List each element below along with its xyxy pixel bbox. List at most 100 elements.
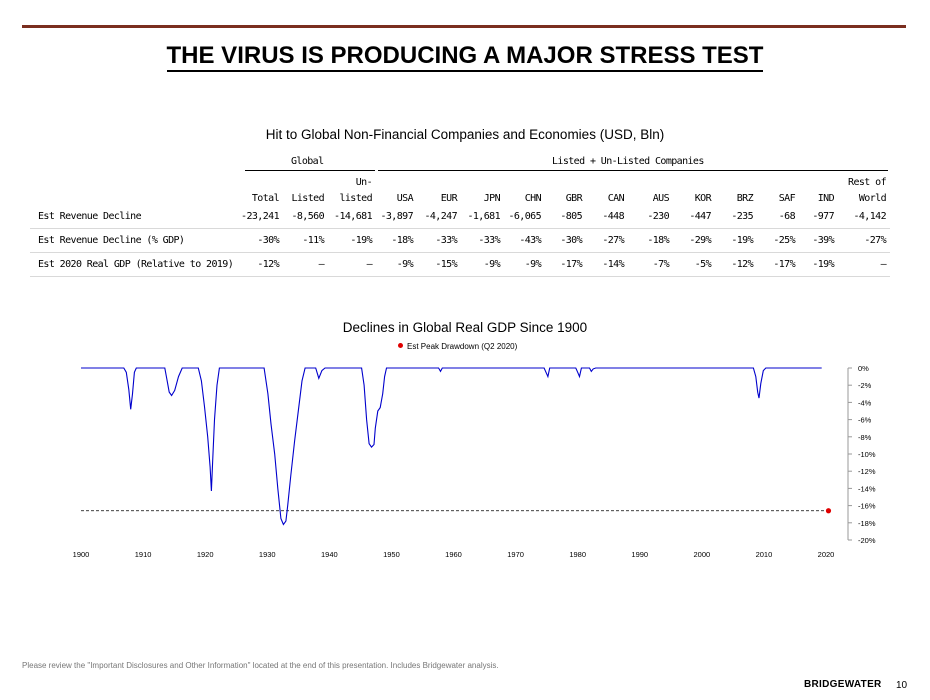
table-cell: -9% xyxy=(483,259,501,270)
column-header: listed xyxy=(339,193,372,204)
peak-drawdown-marker xyxy=(825,508,832,514)
table-cell: -43% xyxy=(519,235,541,246)
column-header-top: Rest of xyxy=(848,177,887,188)
chart-title: Declines in Global Real GDP Since 1900 xyxy=(342,320,588,335)
y-tick-label: -6% xyxy=(858,416,872,425)
table-cell: -448 xyxy=(602,211,624,222)
table-cell: -29% xyxy=(689,235,711,246)
y-tick-label: -16% xyxy=(858,502,876,511)
table-cell: -4,142 xyxy=(853,211,886,222)
table-cell: -33% xyxy=(478,235,500,246)
table-cell: -27% xyxy=(602,235,624,246)
column-header-top: Un- xyxy=(355,177,373,188)
column-header: AUS xyxy=(652,193,670,204)
legend-label: Est Peak Drawdown (Q2 2020) xyxy=(407,342,518,351)
table-cell: – xyxy=(366,259,373,270)
x-tick-label: 1940 xyxy=(321,550,338,559)
column-header: IND xyxy=(817,193,835,204)
table-cell: -8,560 xyxy=(291,211,324,222)
page-number: 10 xyxy=(896,680,908,691)
table-title: Hit to Global Non-Financial Companies an… xyxy=(265,127,665,142)
x-tick-label: 1920 xyxy=(197,550,214,559)
gdp-decline-line xyxy=(81,367,822,526)
y-tick-label: -8% xyxy=(858,433,872,442)
table-cell: -3,897 xyxy=(380,211,413,222)
column-header: BRZ xyxy=(736,193,754,204)
table-cell: -19% xyxy=(812,259,834,270)
x-tick-label: 1960 xyxy=(445,550,462,559)
page-title: THE VIRUS IS PRODUCING A MAJOR STRESS TE… xyxy=(0,42,930,72)
x-tick-label: 1990 xyxy=(631,550,648,559)
x-tick-label: 2000 xyxy=(693,550,710,559)
table-cell: -33% xyxy=(435,235,457,246)
table-cell: -68 xyxy=(778,211,796,222)
table-cell: -27% xyxy=(864,235,886,246)
table-cell: -12% xyxy=(257,259,279,270)
chart-legend: Est Peak Drawdown (Q2 2020) xyxy=(398,342,517,351)
table-cell: -805 xyxy=(560,211,582,222)
table-cell: -11% xyxy=(302,235,324,246)
table-cell: -14% xyxy=(602,259,624,270)
y-tick-label: -14% xyxy=(858,484,876,493)
group-global-rule xyxy=(245,170,375,171)
y-tick-label: -4% xyxy=(858,398,872,407)
stress-table: Global Listed + Un-Listed Companies Tota… xyxy=(0,0,930,300)
table-cell: – xyxy=(880,259,887,270)
group-listed-label: Listed + Un-Listed Companies xyxy=(552,156,704,167)
column-header: Total xyxy=(251,193,280,204)
table-cell: -4,247 xyxy=(424,211,457,222)
legend-marker xyxy=(398,343,403,348)
table-cell: -18% xyxy=(391,235,413,246)
table-cell: -15% xyxy=(435,259,457,270)
table-cell: -1,681 xyxy=(467,211,500,222)
table-cell: -9% xyxy=(524,259,542,270)
table-cell: -30% xyxy=(257,235,279,246)
column-header: Listed xyxy=(291,193,324,204)
column-header: CHN xyxy=(524,193,542,204)
row-divider xyxy=(30,228,890,229)
column-header: JPN xyxy=(483,193,501,204)
table-cell: -230 xyxy=(647,211,669,222)
x-tick-label: 1930 xyxy=(259,550,276,559)
x-tick-label: 1950 xyxy=(383,550,400,559)
x-tick-label: 1970 xyxy=(507,550,524,559)
gdp-decline-chart: 0% -2% -4% -6% -8% -10% -12% -14% -16% -18% -20% 19… xyxy=(73,364,876,559)
table-cell: -235 xyxy=(731,211,753,222)
column-header: KOR xyxy=(694,193,712,204)
y-tick-label: -18% xyxy=(858,519,876,528)
table-cell: -18% xyxy=(647,235,669,246)
y-tick-label: 0% xyxy=(858,364,869,373)
table-cell: -25% xyxy=(773,235,795,246)
x-tick-label: 2020 xyxy=(818,550,835,559)
table-cell: -39% xyxy=(812,235,834,246)
table-cell: -12% xyxy=(731,259,753,270)
table-cell: -6,065 xyxy=(508,211,541,222)
row-label: Est 2020 Real GDP (Relative to 2019) xyxy=(38,259,234,270)
column-header: USA xyxy=(396,193,414,204)
x-tick-label: 1980 xyxy=(569,550,586,559)
group-global-label: Global xyxy=(291,156,324,167)
table-cell: -17% xyxy=(773,259,795,270)
column-header: GBR xyxy=(565,193,583,204)
y-tick-label: -20% xyxy=(858,536,876,545)
table-cell: -17% xyxy=(560,259,582,270)
y-tick-label: -12% xyxy=(858,467,876,476)
y-tick-label: -2% xyxy=(858,381,872,390)
brand-logo: BRIDGEWATER xyxy=(804,679,882,690)
column-header: World xyxy=(858,193,887,204)
x-tick-label: 1910 xyxy=(135,550,152,559)
disclosure-note: Please review the "Important Disclosures… xyxy=(22,661,499,670)
table-cell: -7% xyxy=(652,259,670,270)
row-label: Est Revenue Decline (% GDP) xyxy=(38,235,185,246)
table-cell: -19% xyxy=(731,235,753,246)
x-tick-label: 1900 xyxy=(73,550,90,559)
row-label: Est Revenue Decline xyxy=(38,211,142,222)
column-header: SAF xyxy=(778,193,796,204)
y-tick-label: -10% xyxy=(858,450,876,459)
table-cell: -9% xyxy=(396,259,414,270)
column-header: EUR xyxy=(440,193,458,204)
x-tick-label: 2010 xyxy=(756,550,773,559)
table-cell: -23,241 xyxy=(241,211,280,222)
table-cell: -19% xyxy=(350,235,372,246)
row-divider xyxy=(30,252,890,253)
